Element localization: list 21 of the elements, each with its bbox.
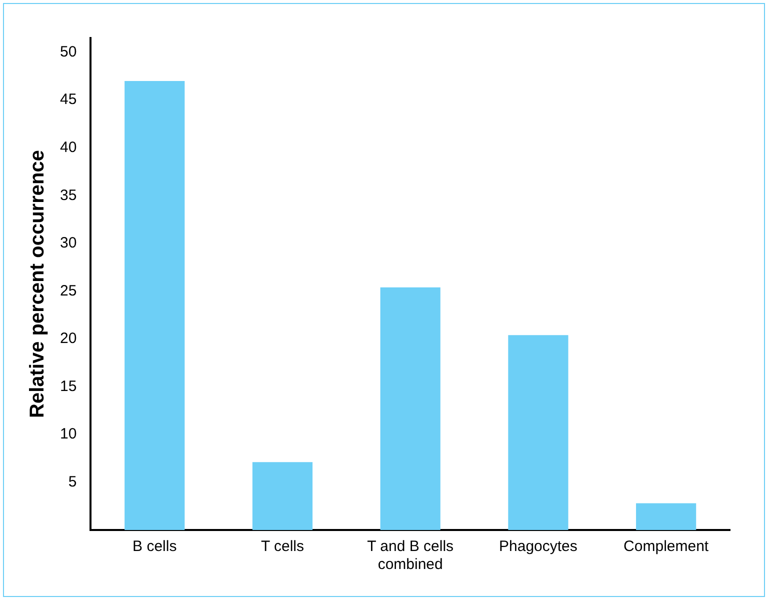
y-tick-label: 20 [60,330,77,348]
bar [636,503,696,530]
y-tick-label: 25 [60,282,77,300]
bar [508,335,568,530]
y-tick-label: 5 [68,473,77,490]
y-tick-label: 35 [60,186,77,204]
y-tick-label: 50 [60,43,77,60]
y-tick-label: 15 [60,378,77,395]
x-tick-label: T and B cells combined [367,538,454,574]
x-tick-label: Complement [624,538,710,556]
y-axis-title: Relative percent occurrence [26,150,49,418]
x-tick-label: Phagocytes [499,538,578,556]
bar [380,287,440,530]
y-tick-label: 40 [60,139,77,156]
y-tick-label: 45 [60,91,77,108]
x-tick-label: T cells [260,538,304,556]
bar [252,462,313,530]
y-tick-label: 30 [60,234,77,252]
bar [124,80,185,530]
y-tick-label: 10 [60,426,77,443]
x-tick-label: B cells [132,538,177,556]
